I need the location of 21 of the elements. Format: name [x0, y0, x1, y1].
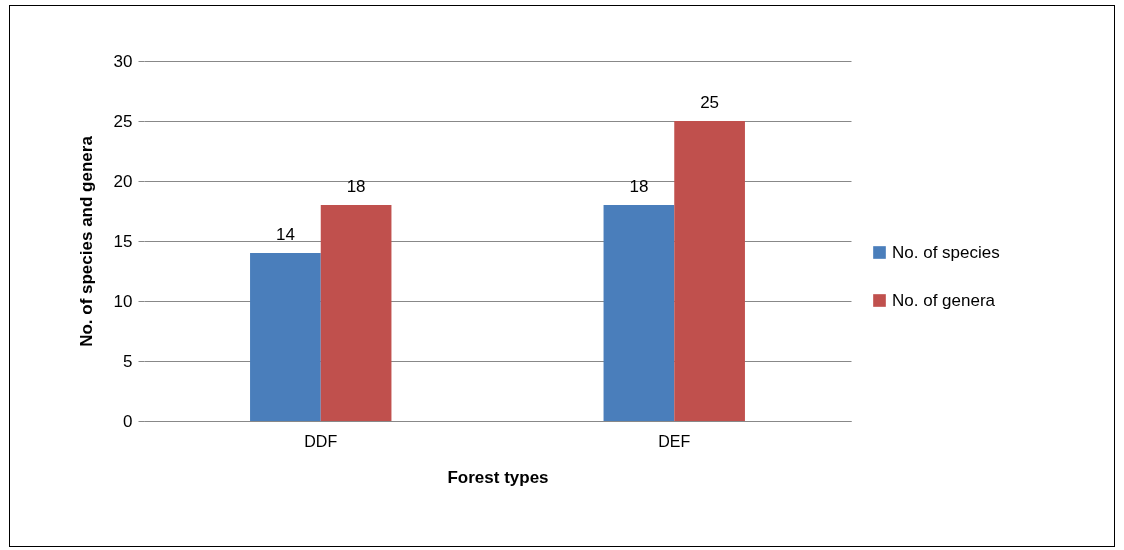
- y-tick-label: 25: [113, 111, 133, 131]
- y-tick-label: 0: [123, 411, 133, 431]
- legend-label: No. of genera: [892, 290, 996, 310]
- x-axis-title: Forest types: [447, 467, 549, 487]
- data-label: 18: [629, 177, 649, 196]
- data-label: 25: [700, 93, 720, 112]
- bar: [603, 205, 675, 421]
- data-label: 18: [346, 177, 366, 196]
- y-tick-label: 30: [113, 51, 133, 71]
- y-tick-label: 10: [113, 291, 133, 311]
- bar: [250, 253, 321, 421]
- x-tick-label: DEF: [658, 432, 691, 450]
- x-tick-label: DDF: [304, 432, 338, 450]
- bar: [320, 205, 392, 421]
- bar: [674, 121, 745, 421]
- legend-label: No. of species: [892, 242, 1000, 262]
- data-label: 14: [275, 225, 295, 244]
- y-tick-label: 15: [113, 231, 133, 251]
- y-tick-label: 20: [113, 171, 133, 191]
- y-tick-label: 5: [123, 351, 133, 371]
- y-axis-title: No. of species and genera: [76, 135, 96, 347]
